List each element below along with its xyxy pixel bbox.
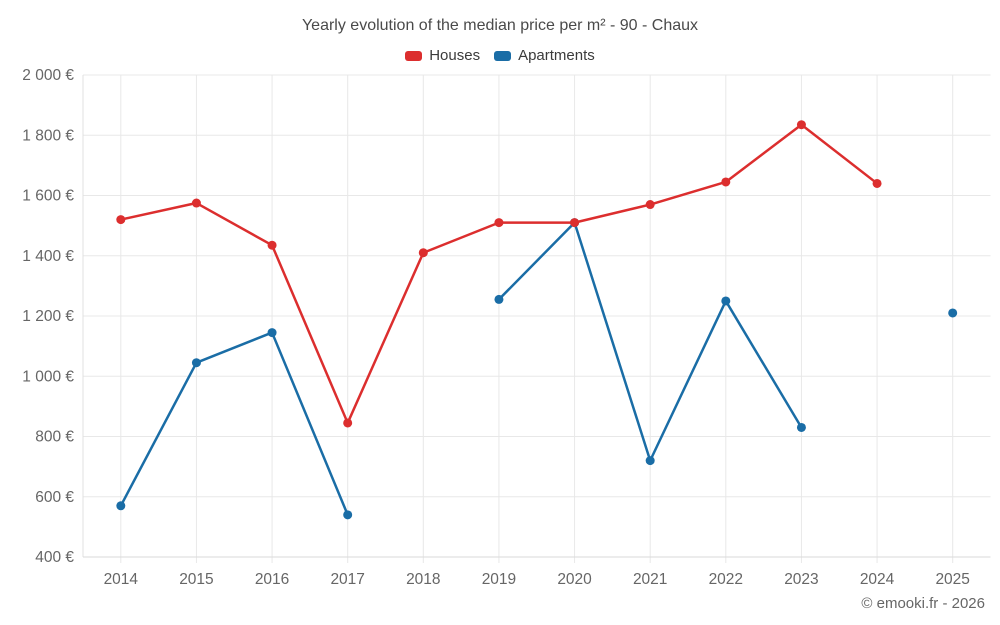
apartments-legend-marker-icon xyxy=(494,50,512,61)
houses-point-2022[interactable] xyxy=(721,177,731,187)
x-axis-tick-label: 2018 xyxy=(406,571,440,588)
apartments-point-2021[interactable] xyxy=(645,456,655,466)
houses-point-2021[interactable] xyxy=(645,200,655,210)
apartments-point-2014[interactable] xyxy=(116,501,126,511)
x-axis-tick-label: 2022 xyxy=(709,571,743,588)
houses-legend-marker-icon xyxy=(405,50,423,61)
apartments-point-2017[interactable] xyxy=(343,510,353,520)
y-axis-tick-label: 1 200 € xyxy=(22,308,74,325)
y-axis-tick-label: 2 000 € xyxy=(22,67,74,84)
x-axis-tick-label: 2014 xyxy=(104,571,139,588)
houses-point-2018[interactable] xyxy=(418,248,428,258)
y-axis-tick-label: 1 400 € xyxy=(22,248,74,265)
apartments-point-2015[interactable] xyxy=(191,358,201,368)
legend: Houses Apartments xyxy=(0,47,1000,64)
x-axis-tick-label: 2021 xyxy=(633,571,667,588)
x-axis-tick-label: 2017 xyxy=(330,571,364,588)
x-axis-tick-label: 2019 xyxy=(482,571,516,588)
houses-point-2015[interactable] xyxy=(191,198,201,208)
x-axis-tick-label: 2020 xyxy=(557,571,592,588)
x-axis-tick-label: 2025 xyxy=(935,571,969,588)
y-axis-tick-label: 1 600 € xyxy=(22,188,74,205)
legend-item-houses[interactable]: Houses xyxy=(405,47,480,64)
legend-item-apartments[interactable]: Apartments xyxy=(494,47,595,64)
houses-point-2023[interactable] xyxy=(796,120,806,130)
x-axis-tick-label: 2015 xyxy=(179,571,213,588)
y-axis-tick-label: 400 € xyxy=(35,549,74,566)
y-axis-tick-label: 600 € xyxy=(35,489,74,506)
houses-point-2020[interactable] xyxy=(570,218,580,228)
copyright: © emooki.fr - 2026 xyxy=(861,595,985,612)
x-axis-tick-label: 2024 xyxy=(860,571,895,588)
houses-point-2016[interactable] xyxy=(267,240,277,250)
chart-title: Yearly evolution of the median price per… xyxy=(301,17,699,34)
houses-point-2017[interactable] xyxy=(343,418,353,428)
apartments-point-2022[interactable] xyxy=(721,296,731,306)
x-axis-tick-label: 2016 xyxy=(255,571,289,588)
houses-point-2019[interactable] xyxy=(494,218,504,228)
x-axis-tick-label: 2023 xyxy=(784,571,818,588)
y-axis-tick-label: 800 € xyxy=(35,429,74,446)
apartments-point-2025[interactable] xyxy=(948,308,958,318)
apartments-point-2019[interactable] xyxy=(494,294,504,304)
apartments-line xyxy=(119,331,349,517)
apartments-point-2023[interactable] xyxy=(796,422,806,432)
y-axis-tick-label: 1 800 € xyxy=(22,127,74,144)
houses-point-2014[interactable] xyxy=(116,215,126,225)
apartments-point-2016[interactable] xyxy=(267,328,277,338)
legend-label-apartments: Apartments xyxy=(518,47,595,64)
legend-label-houses: Houses xyxy=(429,47,481,64)
houses-point-2024[interactable] xyxy=(872,178,882,188)
y-axis-tick-label: 1 000 € xyxy=(22,368,74,385)
